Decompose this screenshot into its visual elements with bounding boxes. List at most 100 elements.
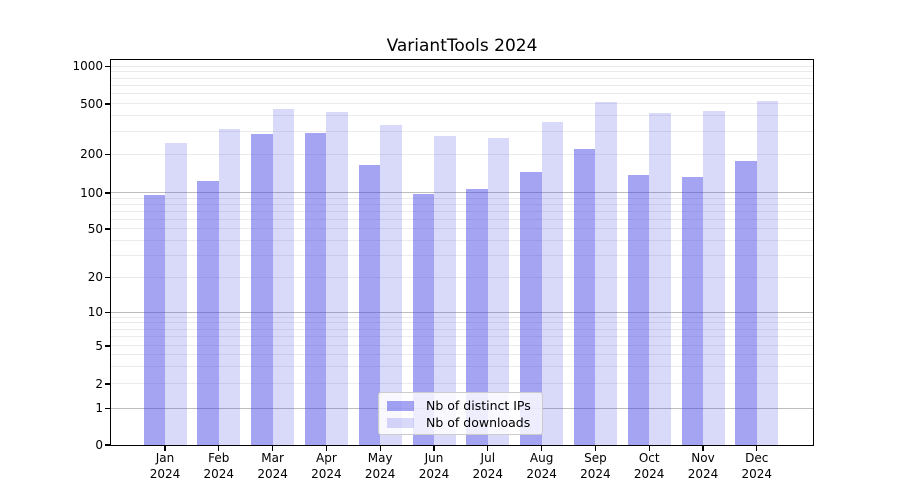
x-tick-month: Feb	[208, 451, 230, 465]
x-axis-tick-label: May 2024	[350, 451, 410, 482]
x-tick-year: 2024	[364, 466, 396, 481]
bar-distinct-ips	[573, 148, 596, 445]
x-tick-year: 2024	[311, 466, 342, 481]
bar-downloads	[165, 143, 187, 445]
y-axis-tick-label: 2	[95, 376, 103, 391]
y-axis-tick-mark	[105, 444, 110, 446]
gridline	[111, 328, 813, 330]
gridline	[111, 197, 813, 199]
x-tick-year: 2024	[472, 466, 504, 481]
gridline	[111, 336, 813, 338]
x-axis-tick-label: Sep 2024	[565, 451, 625, 482]
x-axis-tick-mark	[433, 446, 435, 451]
y-axis-tick-mark	[105, 103, 110, 105]
bar-downloads	[380, 125, 402, 445]
gridline	[111, 192, 813, 193]
y-axis-tick-mark	[105, 153, 110, 156]
chart-title: VariantTools 2024	[386, 36, 538, 56]
x-tick-month: Jul	[480, 451, 496, 465]
gridline	[111, 115, 813, 117]
x-tick-month: Sep	[584, 451, 607, 465]
gridline	[111, 322, 813, 324]
legend: Nb of distinct IPs Nb of downloads	[378, 392, 543, 435]
legend-label: Nb of distinct IPs	[426, 398, 531, 413]
gridline	[111, 354, 813, 356]
y-axis-tick-label: 0	[95, 437, 103, 452]
x-axis-tick-mark	[756, 446, 758, 451]
legend-swatch-downloads	[387, 417, 414, 428]
y-axis-tick-label: 50	[87, 221, 103, 236]
bar-downloads	[434, 135, 456, 445]
gridline	[111, 218, 813, 220]
x-axis-tick-label: Dec 2024	[727, 451, 787, 482]
x-axis-tick-label: Jun 2024	[404, 451, 464, 482]
x-tick-year: 2024	[418, 466, 450, 481]
gridline	[111, 255, 813, 256]
legend-label: Nb of downloads	[426, 415, 531, 430]
x-axis-tick-label: Jan 2024	[135, 451, 195, 482]
legend-row: Nb of distinct IPs	[379, 397, 542, 414]
y-axis-tick-mark	[105, 312, 110, 314]
y-axis-tick-mark	[105, 66, 110, 68]
x-tick-year: 2024	[526, 466, 557, 481]
bar-downloads	[487, 138, 510, 445]
bar-distinct-ips	[735, 161, 757, 445]
gridline	[111, 239, 813, 241]
y-axis-tick-mark	[105, 192, 110, 194]
bar-downloads	[272, 109, 295, 445]
gridline	[111, 276, 813, 278]
y-axis-tick-mark	[105, 407, 110, 410]
x-axis-tick-mark	[379, 446, 381, 451]
x-tick-month: Aug	[529, 451, 554, 465]
x-tick-month: Oct	[638, 451, 660, 465]
x-axis-tick-mark	[325, 446, 328, 451]
y-axis-tick-label: 20	[87, 270, 103, 284]
y-axis-tick-mark	[105, 228, 110, 230]
x-tick-year: 2024	[633, 466, 665, 481]
y-axis-tick-label: 100	[80, 185, 103, 200]
gridline	[111, 71, 813, 73]
y-axis-tick-mark	[105, 345, 110, 347]
x-axis-tick-mark	[164, 446, 166, 451]
bar-downloads	[595, 102, 617, 445]
y-axis-tick-mark	[105, 276, 110, 279]
gridline	[111, 316, 813, 318]
gridline	[111, 84, 813, 86]
x-axis-tick-mark	[271, 446, 274, 451]
x-axis-tick-mark	[487, 446, 489, 451]
bar-downloads	[218, 128, 241, 445]
gridline	[111, 345, 813, 346]
x-tick-month: Nov	[691, 451, 715, 465]
gridline	[111, 203, 813, 205]
y-axis-tick-label: 200	[80, 147, 103, 161]
gridline	[111, 210, 813, 212]
x-tick-month: Jun	[424, 451, 444, 465]
bar-downloads	[326, 112, 348, 445]
gridline	[111, 153, 813, 155]
bar-downloads	[703, 111, 725, 445]
x-tick-month: Apr	[316, 451, 337, 465]
bar-downloads	[649, 112, 671, 445]
x-tick-year: 2024	[687, 466, 719, 481]
x-axis-tick-label: Nov 2024	[673, 451, 733, 482]
gridline	[111, 65, 813, 67]
gridline	[111, 131, 813, 133]
gridline	[111, 366, 813, 368]
y-axis-tick-label: 1	[95, 401, 103, 415]
x-axis-tick-mark	[540, 446, 543, 451]
x-axis-tick-label: Apr 2024	[296, 451, 356, 482]
x-axis-tick-label: Jul 2024	[458, 451, 518, 482]
gridline	[111, 77, 813, 79]
legend-row: Nb of downloads	[379, 414, 542, 431]
legend-swatch-distinct-ips	[387, 400, 414, 411]
x-tick-year: 2024	[580, 466, 611, 481]
x-axis-tick-label: Oct 2024	[619, 451, 679, 482]
x-axis-tick-mark	[218, 446, 220, 451]
bar-distinct-ips	[520, 171, 542, 445]
x-tick-year: 2024	[741, 466, 773, 481]
bar-distinct-ips	[466, 188, 488, 445]
bar-distinct-ips	[197, 180, 219, 445]
gridline	[111, 103, 813, 104]
x-axis-tick-label: Feb 2024	[189, 451, 249, 482]
x-tick-month: Dec	[745, 451, 769, 465]
